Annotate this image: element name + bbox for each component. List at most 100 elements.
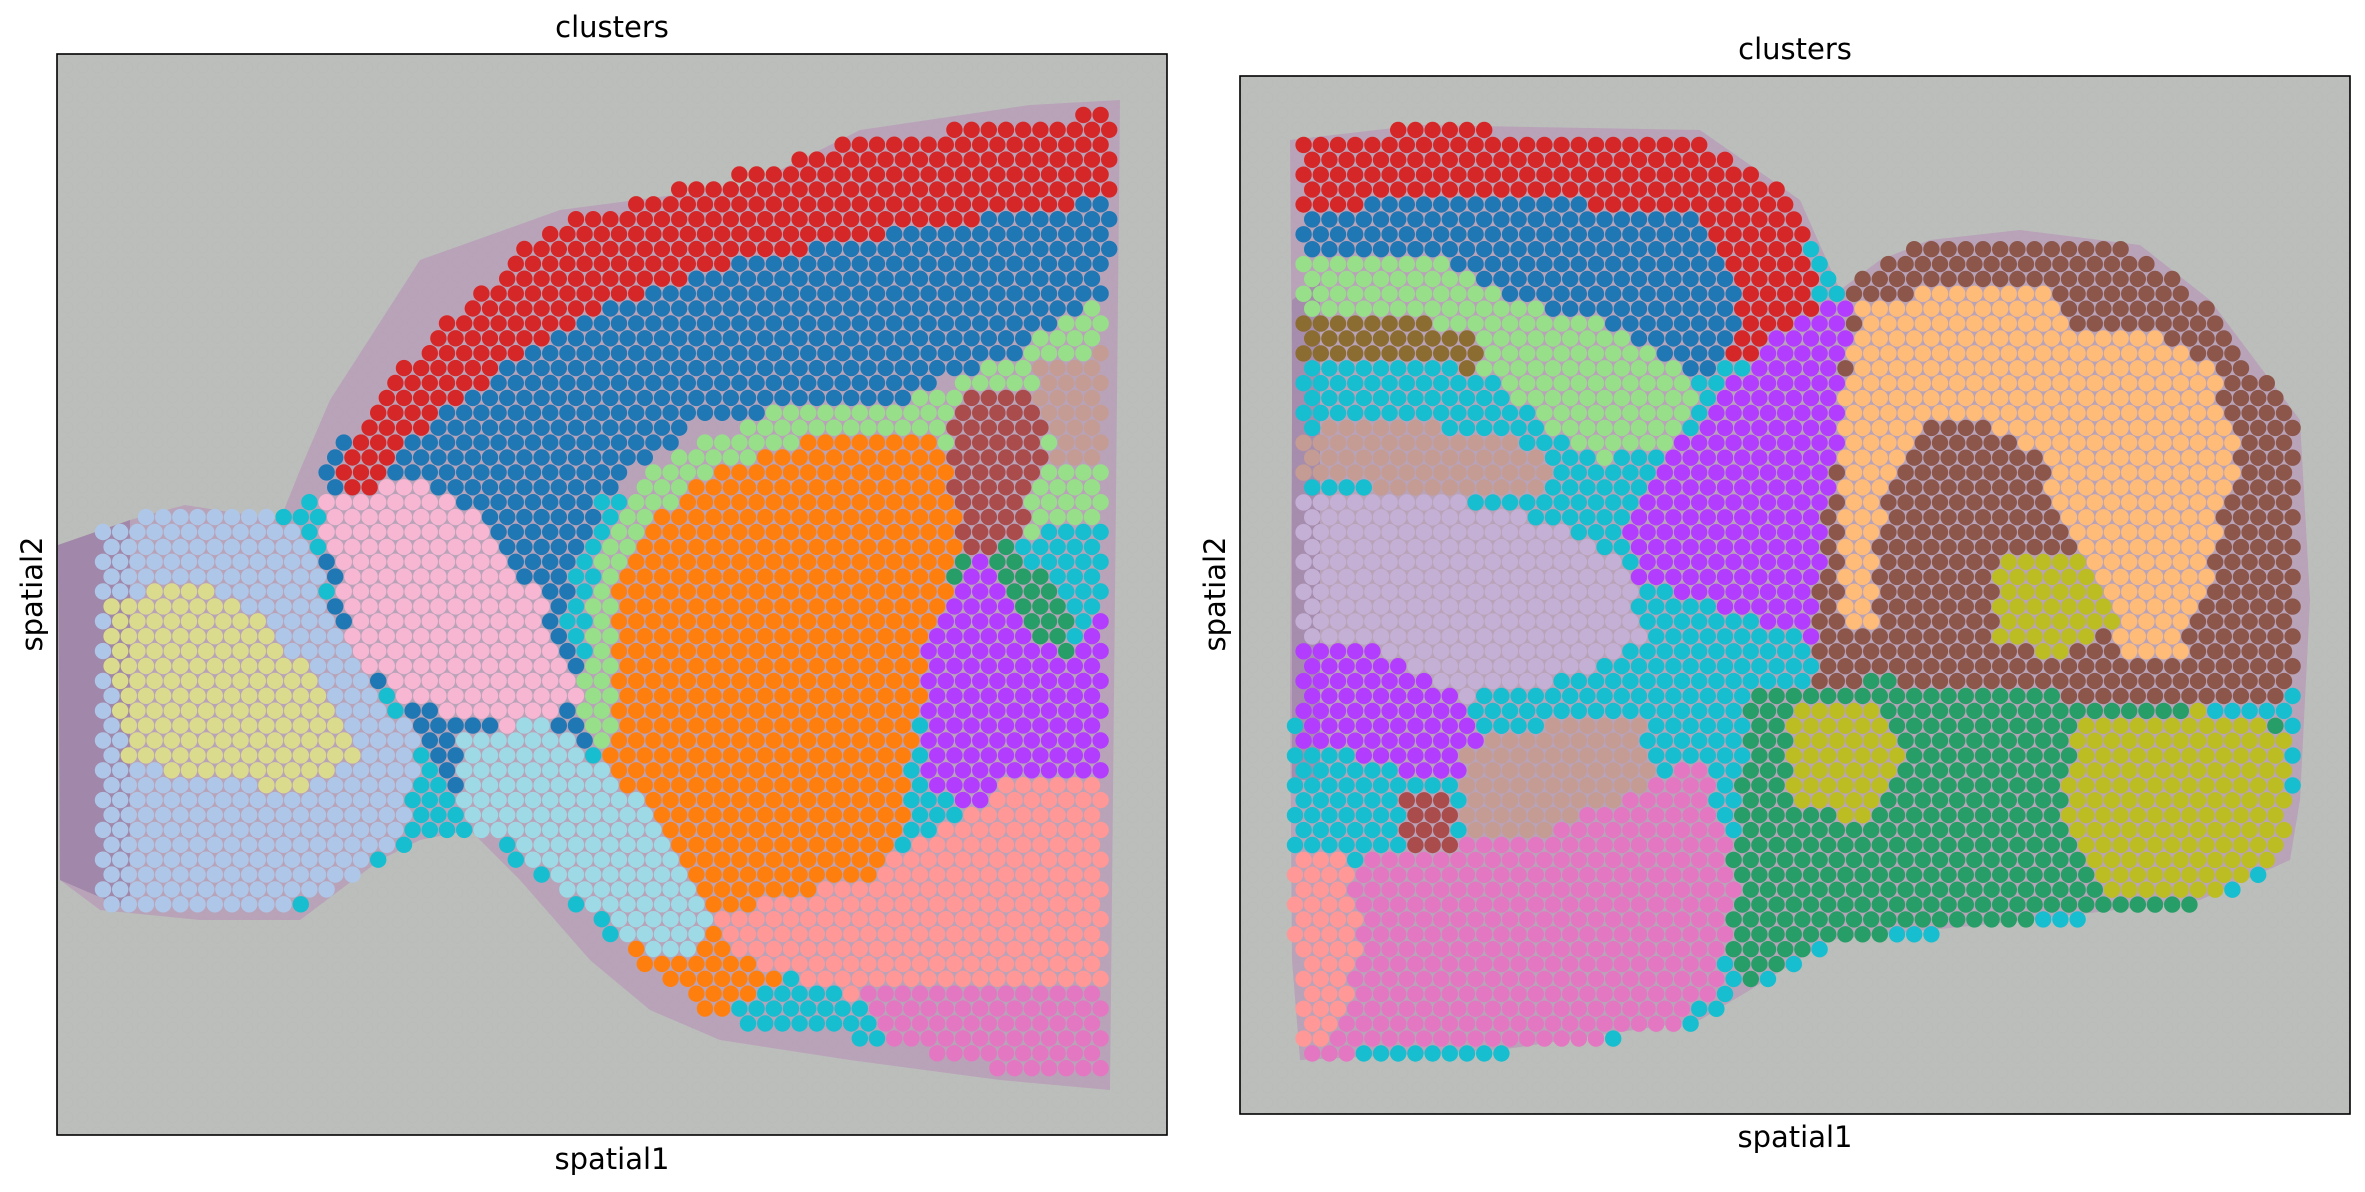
spot	[610, 851, 628, 868]
spot	[567, 419, 585, 436]
spot	[1441, 241, 1459, 258]
spot	[1691, 524, 1708, 541]
spot	[1450, 196, 1467, 213]
spot	[1023, 762, 1040, 779]
spot	[1083, 925, 1101, 943]
spot	[1032, 1015, 1049, 1032]
spot	[1381, 196, 1398, 213]
spot	[550, 836, 567, 853]
spot	[464, 568, 481, 585]
spot	[757, 330, 774, 347]
spot	[825, 300, 843, 317]
spot	[2198, 360, 2215, 377]
spot	[868, 494, 886, 511]
spot	[438, 404, 456, 421]
spot	[1940, 270, 1957, 288]
spot	[2172, 643, 2189, 660]
spot	[722, 866, 739, 883]
spot	[1390, 389, 1407, 407]
spot	[1725, 643, 1742, 660]
spot	[851, 732, 868, 749]
spot	[1286, 747, 1304, 764]
spot	[2095, 479, 2112, 496]
spot	[894, 419, 911, 436]
spot	[1015, 925, 1032, 943]
spot	[1906, 538, 1923, 556]
spot	[344, 747, 361, 764]
spot	[1407, 300, 1424, 317]
spot	[1304, 360, 1321, 377]
spot	[447, 508, 464, 526]
spot	[860, 598, 877, 615]
spot	[1699, 389, 1717, 407]
spot	[868, 196, 886, 213]
spot	[2069, 613, 2086, 630]
spot	[1066, 628, 1084, 645]
spot	[421, 404, 438, 421]
spot	[490, 702, 507, 719]
spot	[868, 881, 886, 898]
spot	[2026, 687, 2043, 705]
spot	[1725, 732, 1742, 749]
spot	[765, 911, 782, 928]
spot	[868, 374, 886, 392]
spot	[1066, 896, 1084, 913]
spot	[1579, 181, 1596, 198]
spot	[602, 866, 619, 883]
spot	[929, 628, 946, 645]
spot	[954, 464, 972, 481]
spot	[972, 136, 989, 153]
spot	[1075, 881, 1092, 898]
spot	[1966, 494, 1983, 511]
spot	[2181, 598, 2198, 615]
spot	[1527, 419, 1545, 437]
spot	[559, 285, 576, 302]
spot	[1570, 434, 1588, 451]
spot	[1613, 330, 1631, 347]
spot	[576, 404, 593, 421]
spot	[1871, 717, 1889, 734]
spot	[499, 479, 516, 496]
spot	[2009, 598, 2026, 615]
spot	[1562, 568, 1579, 586]
spot	[567, 628, 585, 645]
spot	[602, 419, 619, 436]
spot	[1725, 553, 1742, 571]
spot	[714, 196, 731, 213]
spot	[1751, 538, 1768, 556]
spot	[2258, 583, 2275, 600]
spot	[1329, 583, 1347, 600]
spot	[1673, 196, 1691, 213]
spot	[1458, 598, 1476, 615]
spot	[2267, 479, 2284, 496]
spot	[1613, 241, 1631, 258]
spot	[1519, 524, 1536, 541]
spot	[963, 359, 980, 377]
spot	[2267, 777, 2284, 794]
spot	[2250, 628, 2267, 645]
spot	[1811, 524, 1828, 541]
spot	[318, 523, 335, 541]
spot	[1983, 494, 2000, 511]
spot	[1562, 628, 1579, 645]
spot	[1699, 270, 1717, 288]
spot	[1622, 196, 1639, 213]
spot	[266, 642, 284, 660]
spot	[1648, 777, 1665, 794]
spot	[1966, 315, 1983, 332]
spot	[610, 702, 628, 719]
spot	[2103, 345, 2121, 362]
spot	[559, 255, 576, 272]
spot	[1639, 613, 1656, 630]
spot	[120, 836, 137, 853]
spot	[972, 672, 989, 690]
spot	[877, 240, 894, 258]
spot	[791, 240, 808, 258]
spot	[1083, 538, 1101, 556]
spot	[834, 791, 851, 809]
spot	[1957, 389, 1975, 407]
spot	[1699, 151, 1717, 168]
spot	[920, 166, 937, 183]
spot	[1966, 583, 1983, 600]
spot	[421, 345, 438, 362]
